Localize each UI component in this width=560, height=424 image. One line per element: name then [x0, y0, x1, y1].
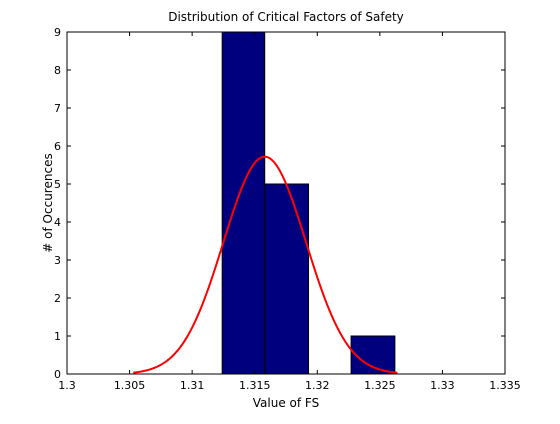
- x-tick-label: 1.335: [489, 379, 521, 392]
- y-tick-label: 2: [54, 292, 61, 305]
- x-tick-label: 1.3: [58, 379, 76, 392]
- y-tick-label: 4: [54, 216, 61, 229]
- y-tick-label: 6: [54, 140, 61, 153]
- x-tick-label: 1.315: [239, 379, 271, 392]
- histogram-bar: [350, 335, 396, 375]
- x-tick-label: 1.305: [114, 379, 146, 392]
- y-tick-label: 9: [54, 26, 61, 39]
- x-tick-label: 1.33: [430, 379, 455, 392]
- y-tick-label: 0: [54, 368, 61, 381]
- histogram-bar: [221, 31, 266, 375]
- normal-fit-curve: [133, 155, 398, 374]
- x-tick-label: 1.32: [305, 379, 330, 392]
- y-tick-label: 7: [54, 102, 61, 115]
- y-axis-label: # of Occurences: [41, 153, 55, 252]
- y-tick-label: 5: [54, 178, 61, 191]
- axes-box: [66, 31, 506, 375]
- y-tick-label: 1: [54, 330, 61, 343]
- y-tick-label: 3: [54, 254, 61, 267]
- histogram-bar: [264, 183, 310, 375]
- y-tick-label: 8: [54, 64, 61, 77]
- x-tick-label: 1.325: [364, 379, 396, 392]
- x-axis-label: Value of FS: [253, 396, 319, 410]
- chart-title: Distribution of Critical Factors of Safe…: [168, 10, 404, 24]
- x-tick-label: 1.31: [180, 379, 205, 392]
